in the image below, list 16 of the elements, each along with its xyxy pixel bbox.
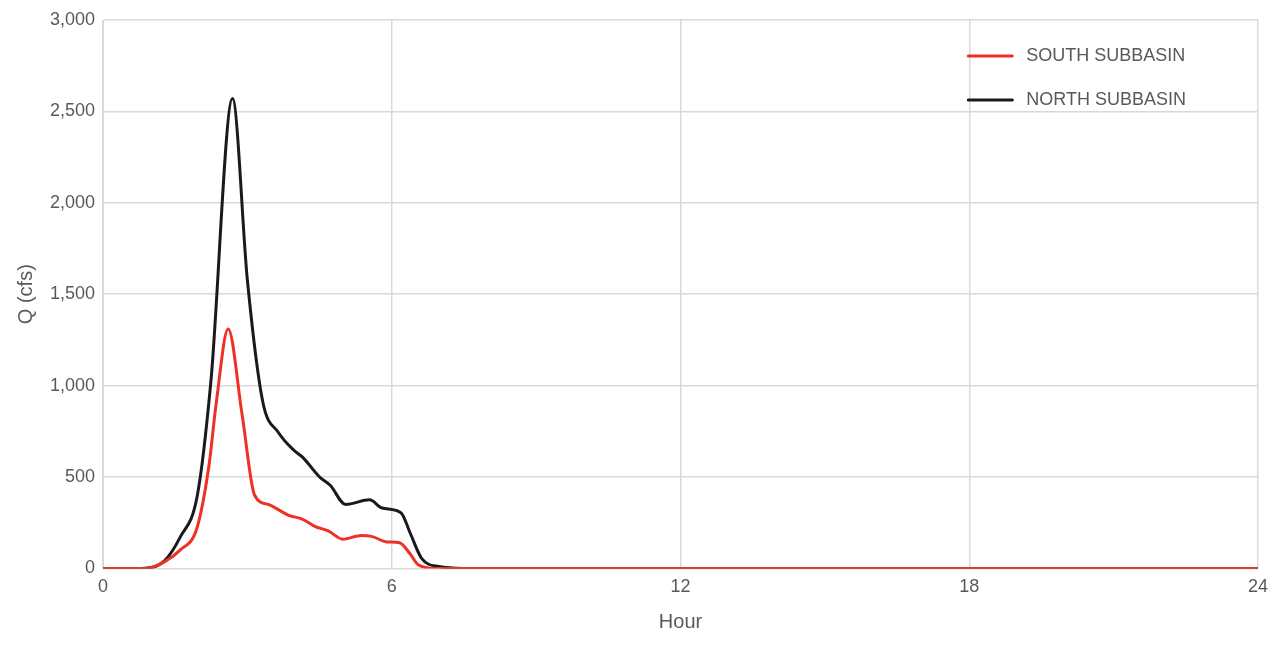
y-tick-label: 1,500 <box>50 283 96 304</box>
x-axis-title: Hour <box>658 609 703 632</box>
y-tick-label: 1,000 <box>50 374 96 395</box>
x-tick-label: 18 <box>959 576 980 597</box>
y-tick-label: 3,000 <box>50 8 96 29</box>
y-tick-label: 500 <box>65 465 96 486</box>
y-axis-title: Q (cfs) <box>13 264 36 325</box>
x-tick-label: 24 <box>1247 576 1269 597</box>
x-tick-label: 12 <box>670 576 691 597</box>
x-tick-label: 0 <box>98 576 109 597</box>
x-tick-label: 6 <box>386 576 397 597</box>
y-tick-label: 2,500 <box>50 100 96 121</box>
y-tick-label: 0 <box>85 557 96 578</box>
y-tick-label: 2,000 <box>50 191 96 212</box>
legend-label: NORTH SUBBASIN <box>1026 88 1187 109</box>
legend-label: SOUTH SUBBASIN <box>1026 44 1186 65</box>
